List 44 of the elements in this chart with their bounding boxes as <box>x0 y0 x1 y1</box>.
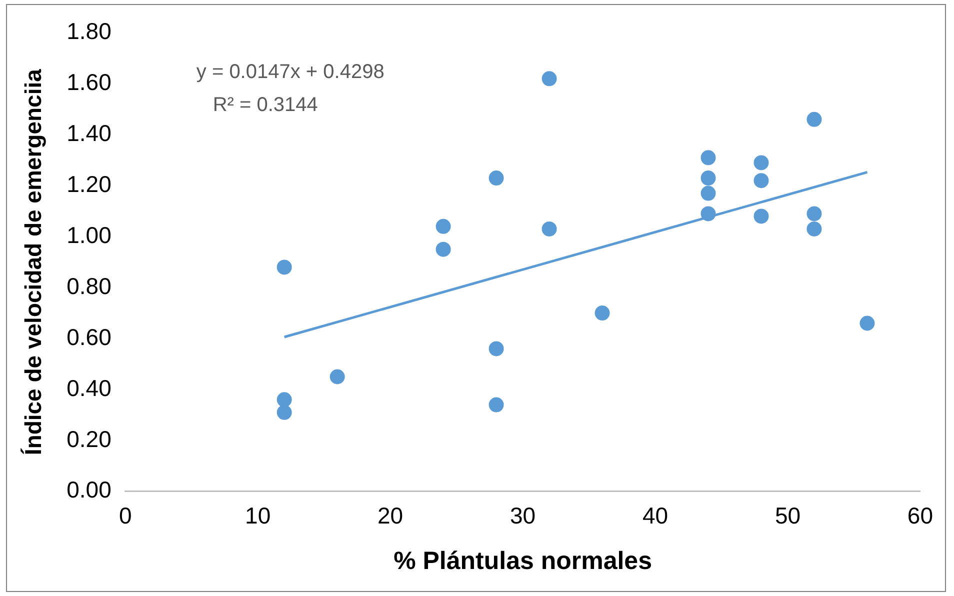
point <box>806 221 822 236</box>
x-axis-title: % Plántulas normales <box>394 546 652 575</box>
y-tick-label: 0.80 <box>66 272 112 299</box>
point <box>542 221 557 236</box>
point <box>754 208 769 224</box>
y-axis-title: Índice de velocidad de emergenciia <box>20 68 46 456</box>
point <box>488 170 504 186</box>
point <box>276 260 292 275</box>
point <box>700 206 716 222</box>
x-tick-label: 0 <box>118 502 132 529</box>
point <box>276 404 292 420</box>
point <box>806 112 822 127</box>
point <box>488 341 504 356</box>
y-tick-label: 1.20 <box>66 171 112 198</box>
x-tick-label: 40 <box>642 502 668 529</box>
y-tick-label: 0.00 <box>66 476 112 503</box>
point <box>276 392 292 408</box>
y-tick-label: 0.40 <box>66 374 112 401</box>
point <box>594 306 610 321</box>
y-tick-label: 1.80 <box>66 18 112 44</box>
annotation: R² = 0.3144 <box>212 94 318 116</box>
x-tick-label: 10 <box>245 502 271 529</box>
point <box>330 369 345 384</box>
point <box>542 71 557 86</box>
y-tick-label: 0.20 <box>66 426 112 452</box>
point <box>754 155 769 170</box>
point <box>436 218 451 234</box>
x-tick-label: 50 <box>774 502 801 529</box>
annotation: y = 0.0147x + 0.4298 <box>196 60 384 83</box>
point <box>700 170 716 186</box>
y-tick-label: 0.60 <box>66 324 112 350</box>
point <box>700 150 716 166</box>
point <box>436 242 451 257</box>
y-tick-label: 1.60 <box>66 69 112 96</box>
x-tick-label: 60 <box>907 502 934 529</box>
y-tick-label: 1.40 <box>66 120 112 146</box>
point <box>754 173 769 188</box>
point <box>488 397 504 412</box>
y-tick-label: 1.00 <box>66 222 112 248</box>
point <box>700 186 716 201</box>
x-tick-label: 20 <box>378 502 404 529</box>
x-tick-label: 30 <box>510 502 536 529</box>
point <box>806 206 822 222</box>
point <box>860 316 875 331</box>
